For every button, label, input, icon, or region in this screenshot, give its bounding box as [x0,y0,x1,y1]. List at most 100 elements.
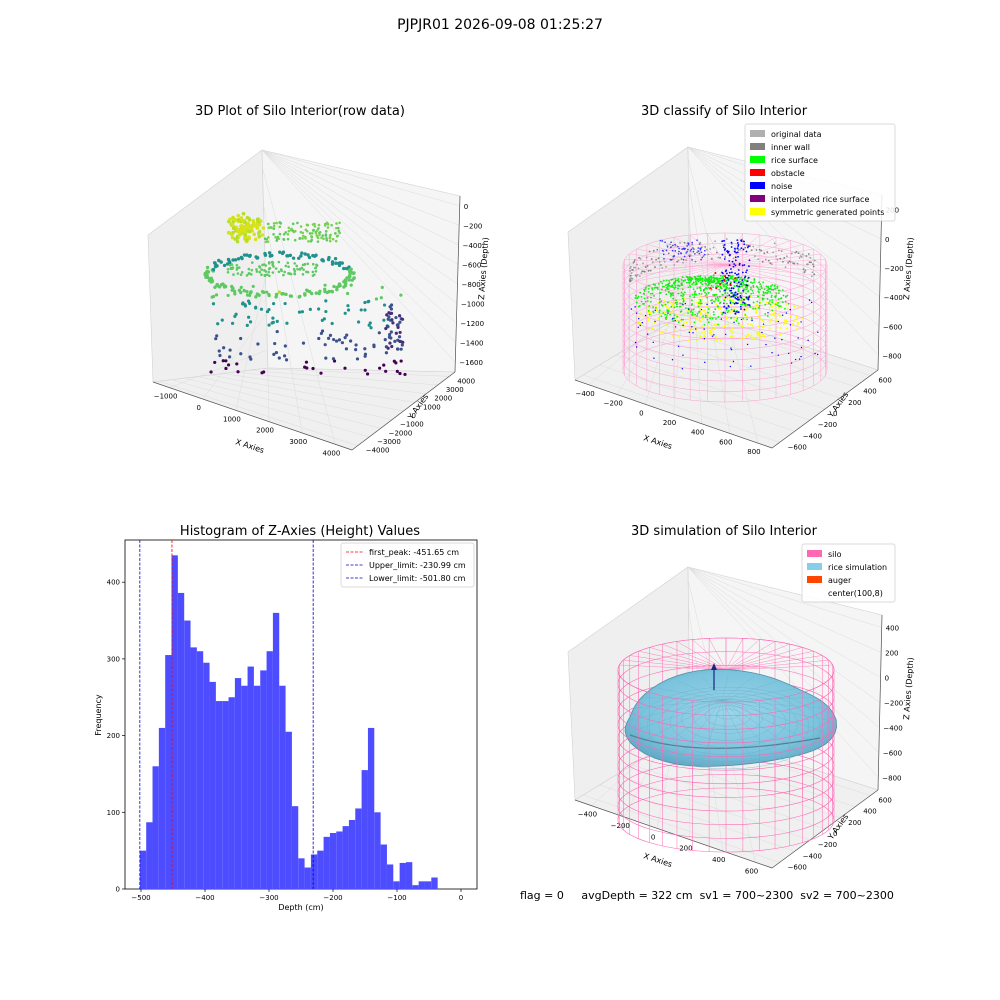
histogram-bar [418,881,425,889]
plot2-wall-point [710,258,713,260]
plot2-rice-point [649,300,652,303]
plot2-rice-point [706,296,709,299]
plot2-rice-point [644,300,647,303]
plot2-yellow-point [708,332,711,335]
plot2-noise-point [740,247,743,250]
plot2-wall-point [719,256,722,259]
plot1-point [325,238,329,242]
plot2-legend-swatch [750,143,765,150]
plot2-yellow-point [690,327,693,330]
plot2-rice-point [771,283,774,286]
plot2-rice-point [735,294,738,297]
plot2-noise-point [672,244,674,247]
plot1-point [245,238,249,242]
plot2-noise-point [739,305,742,308]
plot1-point [300,310,304,314]
plot2-noise-point [678,247,680,250]
plot2-yellow-point [714,323,717,326]
plot2-rice-point [670,278,673,281]
rice-mesh-line [721,699,825,709]
plot2-yellow-point [699,335,702,338]
plot2-yellow-point [776,326,779,329]
plot4-ytick: 400 [863,808,876,816]
silo-spoke [725,641,776,671]
plot2-rice-point [717,299,720,302]
plot2-rice-point [762,281,765,284]
plot2-yellow-point [687,338,690,341]
plot2-rice-point [768,287,771,290]
plot2-noise-point [771,352,773,354]
plot2-noise-point [800,321,802,323]
plot1-point [365,372,370,376]
plot1-point [242,288,246,293]
plot1-point [335,285,339,290]
plot2-wall-point [810,261,812,264]
plot2-rice-point [735,320,738,322]
plot2-wall-point [683,241,686,244]
plot2-rice-point [716,286,719,288]
plot1-point [315,263,318,267]
plot2-noise-point [736,296,739,299]
plot1-point [363,300,367,305]
plot2-noise-point [669,246,672,249]
plot2-noise-point [677,253,680,255]
plot2-yellow-point [725,316,728,319]
plot2-rice-point [721,313,723,316]
plot2-rice-point [770,294,773,297]
plot2-rice-point [665,316,668,318]
plot1-point [342,266,346,271]
plot2-noise-point [738,298,740,301]
plot1-point [297,295,302,299]
plot2-rice-point [753,278,756,280]
plot1-point [330,260,335,264]
plot2-noise-point [724,312,726,314]
plot2-rice-point [712,294,714,296]
plot1-point [239,336,243,341]
plot1-point [230,321,235,325]
plot2-noise-point [697,247,699,249]
plot2-wall-point [630,265,632,268]
plot2-rice-point [697,305,700,308]
plot2-wall-point [649,269,652,272]
plot2-rice-point [757,295,759,298]
plot2-yellow-point [756,305,759,308]
plot2-rice-point [665,318,667,320]
histogram-ytick: 400 [107,579,120,587]
plot2-noise-point [736,242,739,244]
plot1-point [265,237,268,241]
plot2-rice-point [672,282,675,285]
plot2-rice-point [725,286,728,288]
plot2-rice-point [740,303,742,306]
plot2-rice-point [678,305,681,308]
plot2-yellow-point [735,316,738,319]
plot1-point [326,222,330,226]
plot2-noise-point [663,258,665,260]
plot2-ztick: −200 [884,265,903,273]
plot1-point [267,293,271,298]
plot2-rice-point [658,301,661,304]
plot2-rice-point [707,292,710,294]
plot2-noise-point [729,365,732,368]
plot2-rice-point [708,277,711,280]
plot2-rice-point [715,293,718,296]
plot2-rice-point [699,277,702,280]
plot2-rice-point [696,314,698,317]
plot2-noise-point [737,311,739,314]
plot2-yellow-point [662,303,665,306]
plot2-wall-point [673,264,676,266]
histogram-bar [253,685,261,889]
plot1-point [306,262,310,266]
plot2-rice-point [643,290,646,292]
plot2-rice-point [744,314,747,316]
silo-spoke [646,244,726,266]
plot2-noise-point [684,302,687,305]
plot2-rice-point [728,288,730,290]
plot2-noise-point [735,297,738,300]
silo-spoke [646,264,726,286]
plot2-wall-point [803,271,806,273]
plot2-rice-point [657,283,660,285]
plot2-noise-point [774,337,776,339]
plot2-yellow-point [752,337,755,340]
plot2-yellow-point [663,300,666,303]
